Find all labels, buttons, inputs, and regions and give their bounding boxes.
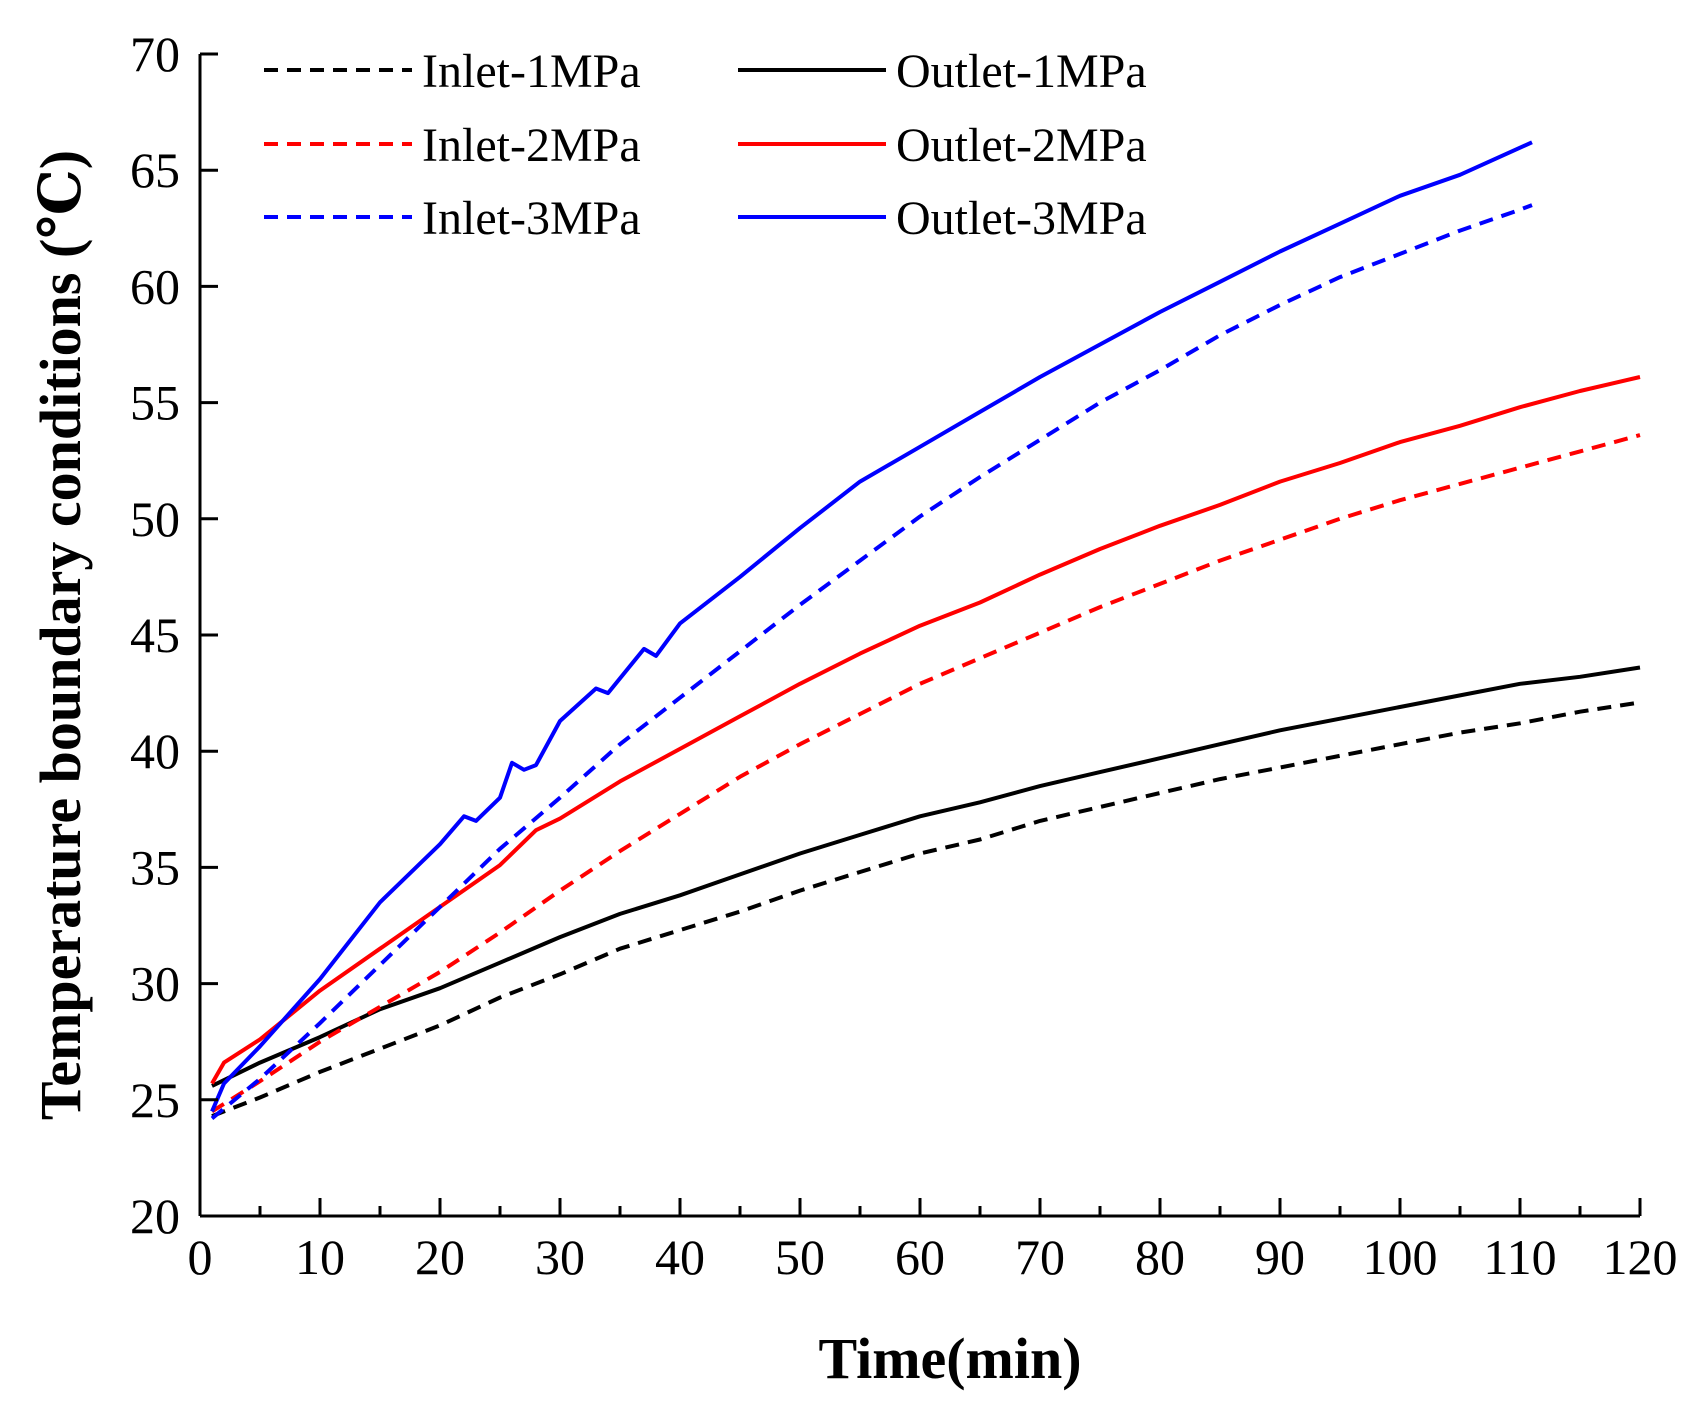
x-tick-label: 40 <box>655 1229 705 1285</box>
series-line-outlet-2mpa <box>210 375 1641 1085</box>
legend-label-inlet-2mpa: Inlet-2MPa <box>422 119 641 172</box>
y-tick-label: 25 <box>130 1072 180 1128</box>
y-axis-title: Temperature boundary conditions (℃) <box>28 150 93 1120</box>
x-axis-title: Time(min) <box>818 1326 1081 1391</box>
axes: 0 10 20 30 40 50 60 70 80 90 100 110 120 20 25 30 35 40 4… <box>130 26 1678 1285</box>
legend-label-outlet-2mpa: Outlet-2MPa <box>896 119 1147 172</box>
series-line-inlet-3mpa <box>210 203 1533 1120</box>
plot-lines <box>210 140 1641 1120</box>
x-tick-label: 70 <box>1015 1229 1065 1285</box>
series-line-inlet-2mpa <box>210 433 1641 1114</box>
y-tick-label: 35 <box>130 839 180 895</box>
y-tick-label: 50 <box>130 491 180 547</box>
y-ticks: 20 25 30 35 40 45 50 55 60 65 70 <box>130 26 218 1244</box>
x-ticks: 0 10 20 30 40 50 60 70 80 90 100 110 120 <box>188 1198 1678 1285</box>
series-line-inlet-1mpa <box>211 700 1641 1118</box>
legend: Inlet-1MPa Outlet-1MPa Inlet-2MPa Outlet-2M… <box>264 45 1147 245</box>
x-tick-label: 0 <box>188 1229 213 1285</box>
y-tick-label: 70 <box>130 26 180 82</box>
legend-label-inlet-3mpa: Inlet-3MPa <box>422 192 641 245</box>
x-tick-label: 120 <box>1603 1229 1678 1285</box>
legend-label-inlet-1mpa: Inlet-1MPa <box>422 45 641 98</box>
x-tick-label: 30 <box>535 1229 585 1285</box>
x-tick-label: 110 <box>1483 1229 1556 1285</box>
y-tick-label: 65 <box>130 142 180 198</box>
y-tick-label: 30 <box>130 956 180 1012</box>
x-tick-label: 50 <box>775 1229 825 1285</box>
y-tick-label: 55 <box>130 375 180 431</box>
x-tick-label: 20 <box>415 1229 465 1285</box>
x-tick-label: 10 <box>295 1229 345 1285</box>
series-line-outlet-3mpa <box>210 140 1533 1113</box>
y-tick-label: 45 <box>130 607 180 663</box>
y-tick-label: 20 <box>130 1188 180 1244</box>
y-tick-label: 60 <box>130 258 180 314</box>
y-tick-label: 40 <box>130 723 180 779</box>
x-tick-label: 60 <box>895 1229 945 1285</box>
series-line-outlet-1mpa <box>211 665 1641 1088</box>
x-tick-label: 100 <box>1363 1229 1438 1285</box>
legend-label-outlet-3mpa: Outlet-3MPa <box>896 192 1147 245</box>
x-tick-label: 90 <box>1255 1229 1305 1285</box>
legend-label-outlet-1mpa: Outlet-1MPa <box>896 45 1147 98</box>
x-tick-label: 80 <box>1135 1229 1185 1285</box>
